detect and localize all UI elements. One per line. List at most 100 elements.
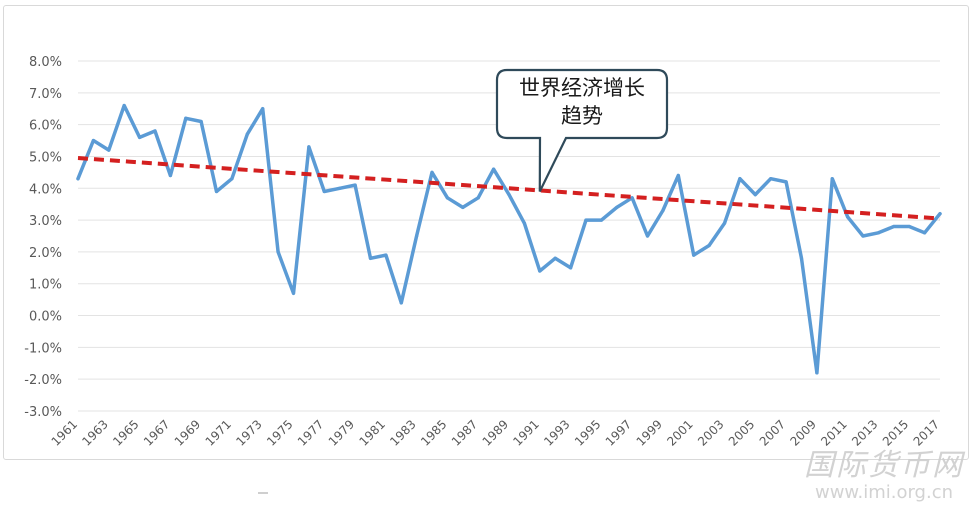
- data-point: [846, 215, 850, 219]
- annotation-line-1: 世界经济增长: [519, 76, 645, 100]
- data-point: [584, 218, 588, 222]
- watermark-url: www.imi.org.cn: [814, 482, 954, 503]
- data-point: [769, 177, 773, 181]
- y-tick-label: 1.0%: [29, 278, 62, 293]
- x-tick-label: 1967: [141, 417, 172, 448]
- y-tick-label: -1.0%: [24, 341, 62, 356]
- y-tick-label: 0.0%: [29, 310, 62, 325]
- data-point: [322, 189, 326, 194]
- data-point: [938, 212, 942, 216]
- data-point: [861, 234, 865, 238]
- annotation-callout-bubble: [495, 68, 669, 192]
- data-point: [199, 119, 203, 124]
- data-point: [923, 231, 927, 235]
- data-point: [461, 205, 465, 209]
- data-point: [368, 256, 373, 260]
- x-tick-label: 1999: [634, 417, 665, 448]
- annotation-line-2: 趋势: [561, 104, 603, 128]
- data-point: [291, 291, 296, 295]
- x-tick-label: 1977: [295, 417, 326, 448]
- x-tick-label: 2005: [726, 417, 757, 448]
- data-point: [599, 218, 603, 222]
- data-point: [76, 177, 80, 181]
- data-point: [507, 193, 511, 197]
- data-point: [630, 196, 634, 200]
- x-tick-label: 2007: [757, 417, 788, 448]
- data-point: [522, 221, 526, 225]
- series-line: [76, 103, 942, 375]
- x-tick-label: 2001: [664, 417, 695, 448]
- x-tick-label: 1991: [510, 417, 541, 448]
- x-tick-label: 2003: [695, 417, 726, 448]
- x-tick-label: 1985: [418, 417, 449, 448]
- x-tick-label: 1995: [572, 417, 603, 448]
- x-tick-label: 1993: [541, 417, 572, 448]
- data-point: [492, 167, 496, 171]
- data-point: [184, 116, 188, 120]
- data-point: [568, 266, 573, 270]
- data-point: [276, 250, 280, 254]
- data-point: [415, 234, 419, 238]
- data-point: [738, 177, 742, 181]
- data-point: [107, 148, 111, 152]
- x-tick-label: 1983: [387, 417, 418, 448]
- data-point: [261, 107, 265, 111]
- data-point: [307, 145, 311, 149]
- x-tick-label: 1981: [356, 417, 387, 448]
- y-tick-label: 5.0%: [29, 150, 62, 165]
- x-tick-label: 1973: [233, 417, 264, 448]
- y-tick-label: -3.0%: [24, 405, 62, 420]
- x-tick-label: 1979: [326, 417, 357, 448]
- data-point: [784, 180, 788, 184]
- data-point: [230, 177, 234, 181]
- data-point: [153, 129, 157, 133]
- data-point: [907, 224, 911, 229]
- x-tick-label: 1989: [480, 417, 511, 448]
- y-tick-label: -2.0%: [24, 373, 62, 388]
- data-point: [753, 193, 757, 197]
- y-tick-label: 3.0%: [29, 214, 62, 229]
- data-point: [615, 205, 619, 209]
- watermark: 国际货币网 www.imi.org.cn: [798, 440, 970, 503]
- y-tick-label: 7.0%: [29, 87, 62, 102]
- data-point: [384, 253, 388, 257]
- watermark-text: 国际货币网: [804, 448, 964, 483]
- data-point: [707, 243, 711, 248]
- data-point: [445, 196, 450, 200]
- data-point: [538, 269, 542, 273]
- data-point: [553, 256, 557, 260]
- data-point: [338, 186, 342, 190]
- data-point: [676, 173, 680, 178]
- data-point: [830, 177, 834, 181]
- data-point: [214, 189, 219, 194]
- x-tick-label: 1987: [449, 417, 480, 448]
- data-point: [137, 135, 142, 139]
- data-point: [661, 208, 665, 213]
- data-point: [892, 224, 896, 229]
- data-point: [430, 170, 434, 174]
- y-tick-label: 6.0%: [29, 119, 62, 134]
- x-tick-label: 1997: [603, 417, 634, 448]
- y-tick-label: 4.0%: [29, 182, 62, 197]
- x-tick-label: 1969: [172, 417, 203, 448]
- data-point: [815, 371, 819, 375]
- x-tick-label: 1965: [110, 417, 141, 448]
- data-point: [692, 253, 696, 257]
- annotation-callout-text: 世界经济增长 趋势: [498, 74, 666, 130]
- trend-line: [77, 156, 941, 221]
- x-tick-label: 1971: [203, 417, 234, 448]
- data-point: [353, 183, 357, 187]
- data-point: [91, 138, 95, 143]
- data-point: [122, 103, 126, 108]
- x-tick-label: 1963: [79, 417, 110, 448]
- data-point: [876, 231, 881, 235]
- x-tick-label: 1975: [264, 417, 295, 448]
- chart-area-border: [3, 5, 969, 460]
- y-tick-label: 2.0%: [29, 246, 62, 261]
- data-point: [245, 132, 249, 136]
- data-point: [399, 301, 403, 305]
- y-tick-label: 8.0%: [29, 55, 62, 70]
- data-point: [645, 234, 650, 238]
